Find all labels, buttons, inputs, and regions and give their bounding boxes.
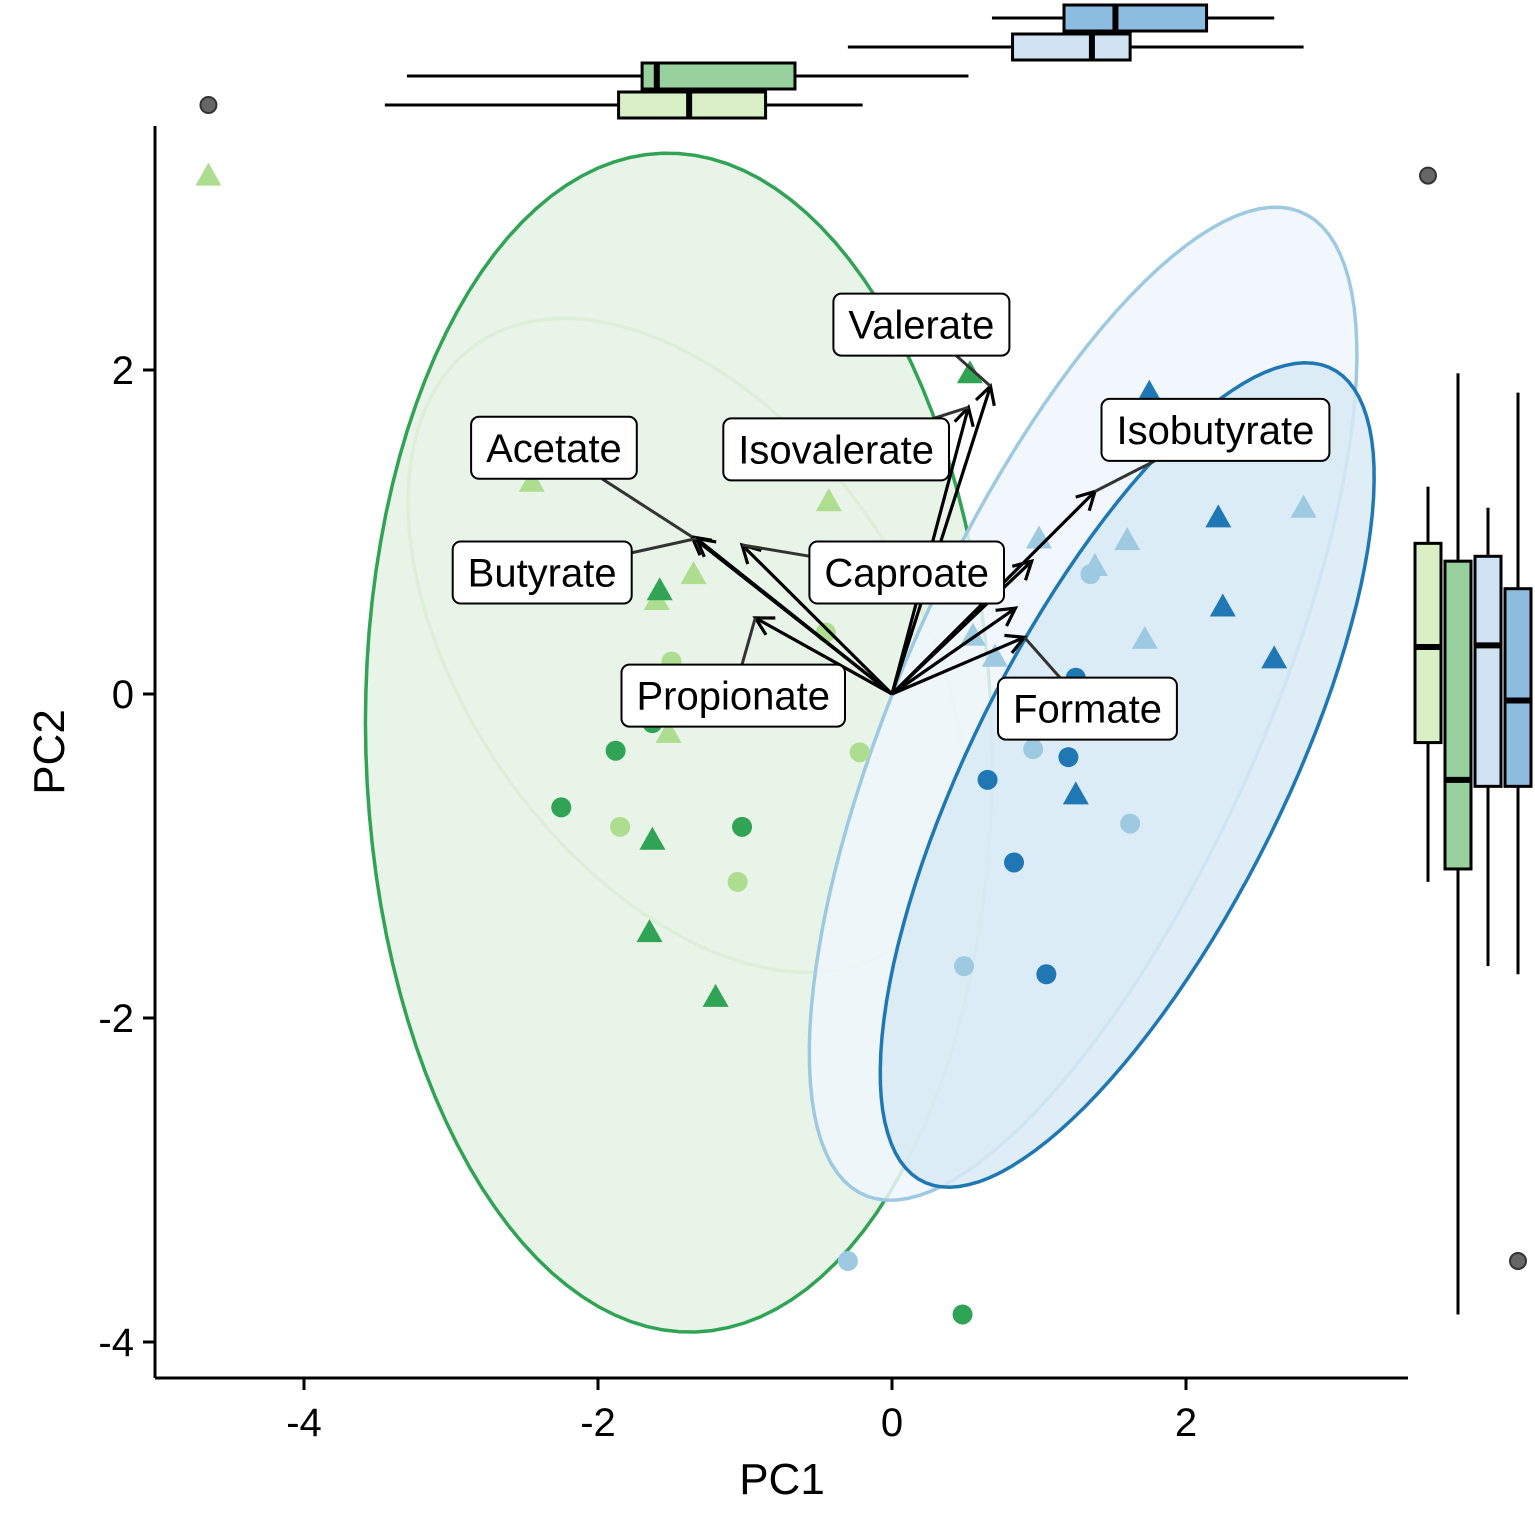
point-circle-g2 — [732, 816, 753, 837]
y-tick-label: 2 — [112, 349, 134, 393]
loading-labels: Acetate Butyrate Propionate Caproate Isovale… — [451, 292, 1331, 741]
point-triangle-g3 — [1290, 494, 1317, 518]
point-triangle-g4 — [1261, 645, 1288, 669]
point-circle-g2 — [605, 740, 626, 761]
loading-label-valerate: Valerate — [832, 292, 1011, 388]
loading-label-caproate: Caproate — [741, 540, 1006, 605]
point-triangle-g1 — [815, 488, 842, 512]
pc1-boxplot-g4 — [991, 3, 1275, 33]
point-triangle-g4 — [1062, 781, 1089, 805]
x-tick-label: -2 — [580, 1401, 616, 1445]
loading-arrow-unlabeled-2 — [891, 606, 1019, 696]
point-circle-g3 — [837, 1251, 858, 1271]
point-circle-g2 — [551, 797, 572, 818]
loading-label-text: Butyrate — [468, 552, 617, 596]
point-triangle-g3 — [1081, 553, 1108, 576]
loading-label-text: Valerate — [848, 304, 994, 348]
pc1-boxplot-g1 — [384, 90, 863, 120]
loading-label-propionate: Propionate — [620, 617, 846, 728]
pc2-outlier — [1419, 166, 1437, 185]
point-circle-g4 — [977, 769, 998, 790]
point-triangle-g2 — [636, 919, 663, 943]
point-circle-g4 — [1058, 747, 1079, 768]
ellipse-g4 — [878, 361, 1376, 1189]
pc1-boxplot-g3 — [847, 32, 1304, 62]
point-triangle-g1 — [680, 561, 707, 585]
y-axis-title: PC2 — [25, 709, 74, 795]
point-triangle-g4 — [1209, 593, 1236, 617]
loading-label-acetate: Acetate — [470, 415, 693, 539]
loading-arrow-valerate — [890, 383, 996, 695]
point-circle-g4 — [1036, 964, 1057, 985]
loading-label-isobutyrate: Isobutyrate — [1094, 397, 1331, 493]
point-circle-g3 — [1023, 739, 1044, 760]
pc2-boxplot-g1 — [1413, 486, 1443, 882]
x-tick-label: 2 — [1175, 1401, 1197, 1445]
pc2-marginal-boxplots — [1413, 166, 1533, 1315]
point-triangle-g3 — [1114, 527, 1141, 551]
loading-label-formate: Formate — [997, 636, 1178, 741]
x-tick-label: -4 — [286, 1401, 322, 1445]
point-triangle-g4 — [1136, 379, 1163, 403]
point-triangle-g2 — [639, 826, 666, 850]
point-triangle-g4 — [1205, 504, 1232, 528]
pc1-marginal-boxplots — [199, 3, 1304, 120]
loading-label-text: Isobutyrate — [1116, 409, 1314, 453]
y-tick-label: 0 — [112, 673, 134, 717]
pc2-outlier — [1509, 1252, 1527, 1270]
point-triangle-g2 — [702, 983, 729, 1007]
pc1-boxplot-g2 — [406, 61, 969, 91]
x-axis-title: PC1 — [739, 1455, 825, 1504]
point-circle-g1 — [727, 871, 748, 892]
loading-arrow-unlabeled-1 — [890, 558, 1035, 696]
loading-label-butyrate: Butyrate — [451, 537, 697, 605]
point-triangle-g2 — [646, 577, 673, 601]
point-triangle-g1 — [518, 468, 545, 492]
x-tick-label: 0 — [881, 1401, 903, 1445]
loading-label-text: Propionate — [636, 675, 829, 719]
point-triangle-g3 — [981, 643, 1008, 667]
loading-label-text: Caproate — [824, 552, 989, 596]
point-circle-g1 — [610, 816, 631, 837]
loading-label-text: Formate — [1013, 688, 1162, 732]
point-circle-g3 — [1120, 813, 1141, 834]
pc2-boxplot-g2 — [1443, 373, 1473, 997]
point-triangle-g2 — [956, 360, 983, 384]
loading-arrows — [689, 383, 1098, 696]
loading-arrow-butyrate — [693, 536, 893, 696]
point-circle-g4 — [1004, 852, 1025, 873]
pc2-boxplot-g4 — [1503, 392, 1533, 975]
axes: PC1 PC2 -4 -2 0 2 -4 -2 0 2 — [25, 126, 1408, 1504]
point-triangle-g3 — [959, 622, 986, 646]
point-triangle-g1 — [655, 719, 682, 743]
pc1-outlier — [199, 96, 218, 114]
point-triangle-g3 — [1131, 625, 1158, 649]
point-circle-g2 — [952, 1304, 973, 1325]
sample-points — [195, 162, 1317, 1325]
point-circle-g3 — [954, 956, 975, 977]
y-tick-label: -4 — [98, 1321, 134, 1365]
point-triangle-g1 — [195, 162, 222, 186]
loading-label-text: Isovalerate — [738, 428, 934, 472]
pc2-boxplot-g3 — [1473, 507, 1503, 967]
loading-label-isovalerate: Isovalerate — [722, 405, 969, 482]
point-circle-g1 — [849, 742, 870, 763]
loading-label-text: Acetate — [486, 427, 622, 471]
y-tick-label: -2 — [98, 997, 134, 1041]
